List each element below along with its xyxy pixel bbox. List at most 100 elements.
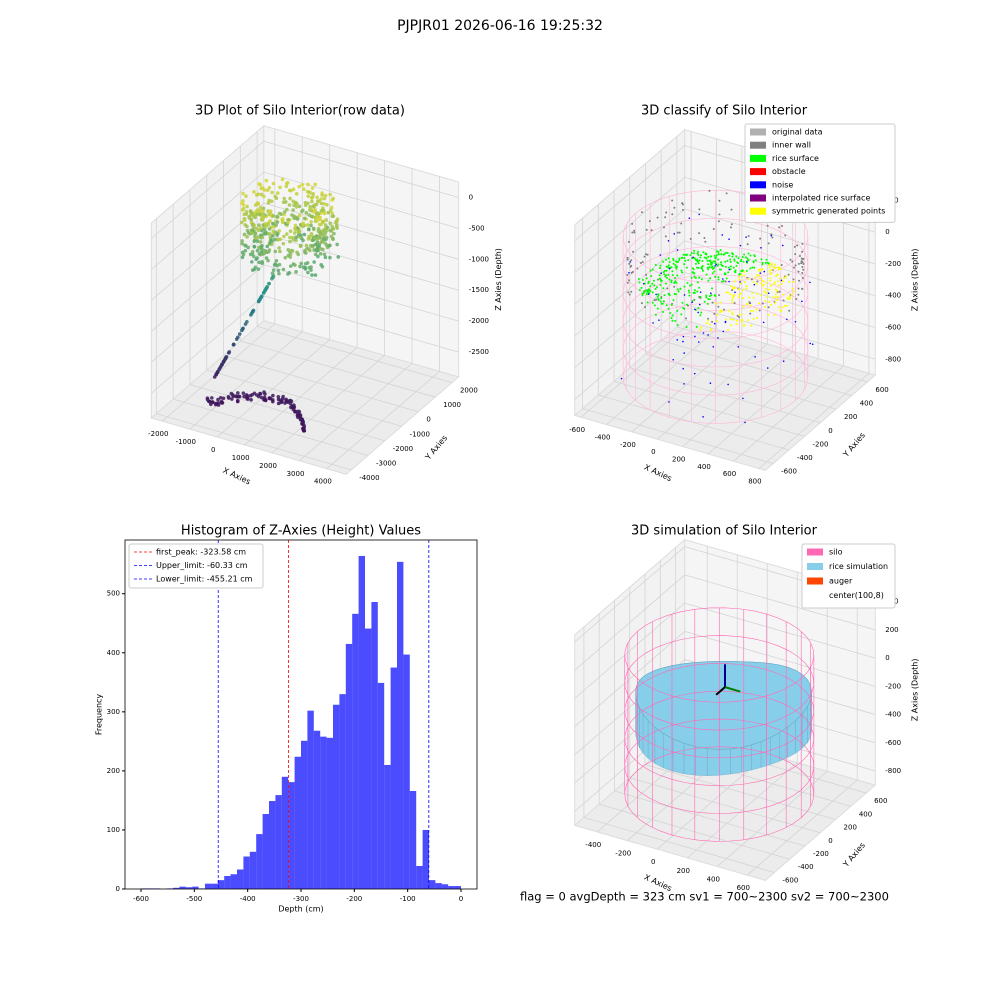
decor-point — [741, 319, 744, 322]
grid-line — [574, 176, 686, 273]
decor-point — [746, 243, 749, 246]
decor-point — [720, 264, 723, 267]
decor-point — [264, 256, 269, 260]
decor-point — [770, 284, 773, 287]
decor-point — [744, 421, 746, 424]
decor-point — [686, 253, 689, 256]
decor-point — [655, 293, 657, 296]
decor-point — [307, 234, 311, 239]
decor-point — [764, 300, 767, 303]
decor-point — [252, 214, 256, 219]
decor-point — [229, 391, 234, 396]
decor-point — [766, 367, 769, 369]
decor-point — [696, 252, 699, 255]
decor-point — [713, 322, 716, 325]
decor-point — [742, 397, 744, 400]
z-tick-label: -1000 — [469, 255, 489, 263]
decor-point — [236, 391, 240, 395]
decor-point — [674, 319, 677, 322]
decor-point — [254, 257, 258, 261]
decor-point — [761, 268, 764, 271]
decor-point — [659, 300, 662, 303]
decor-point — [257, 260, 261, 265]
decor-point — [663, 226, 666, 229]
decor-point — [327, 243, 331, 248]
decor-point — [709, 277, 712, 280]
grid-line — [684, 574, 876, 631]
decor-point — [740, 258, 743, 261]
decor-point — [336, 255, 341, 259]
decor-point — [626, 281, 629, 284]
decor-point — [705, 296, 708, 299]
decor-point — [662, 300, 665, 303]
grid-line — [574, 574, 686, 671]
decor-point — [701, 260, 704, 263]
decor-point — [733, 259, 736, 262]
decor-point — [244, 194, 248, 198]
decor-point — [216, 403, 221, 407]
decor-point — [278, 249, 282, 254]
decor-point — [323, 231, 328, 236]
decor-point — [285, 207, 289, 212]
decor-point — [329, 234, 334, 239]
decor-point — [278, 185, 282, 190]
decor-point — [729, 265, 732, 268]
decor-point — [784, 234, 787, 237]
decor-point — [730, 208, 733, 211]
decor-point — [692, 256, 694, 259]
y-tick-label: 0 — [828, 837, 832, 845]
decor-point — [718, 213, 721, 216]
z-tick-label: -500 — [469, 224, 485, 232]
decor-point — [282, 210, 287, 214]
grid-line — [326, 370, 440, 470]
decor-point — [786, 318, 788, 321]
decor-point — [667, 292, 670, 295]
decor-surface — [730, 747, 742, 775]
decor-point — [711, 287, 714, 290]
decor-point — [218, 366, 222, 370]
decor-point — [800, 262, 803, 265]
decor-point — [267, 227, 272, 231]
decor-point — [668, 294, 671, 297]
decor-point — [631, 231, 634, 234]
decor-point — [703, 236, 706, 239]
decor-point — [680, 222, 683, 225]
decor-point — [754, 356, 756, 358]
bar — [365, 628, 372, 889]
grid-line — [574, 240, 686, 337]
legend-label: symmetric generated points — [772, 207, 885, 216]
decor-point — [738, 316, 741, 319]
decor-point — [319, 201, 324, 206]
decor-point — [715, 254, 718, 257]
decor-point — [734, 291, 736, 294]
decor-point — [272, 237, 277, 242]
decor-point — [659, 264, 662, 267]
decor-point — [263, 213, 267, 217]
decor-point — [685, 303, 688, 306]
decor-point — [309, 223, 313, 228]
decor-point — [650, 275, 653, 278]
decor-point — [727, 266, 730, 269]
decor-point — [738, 276, 741, 279]
decor-point — [707, 255, 710, 258]
decor-point — [789, 297, 792, 300]
decor-point — [684, 259, 687, 262]
decor-point — [773, 283, 776, 286]
decor-point — [698, 232, 701, 235]
decor-point — [253, 203, 258, 207]
decor-point — [324, 218, 328, 222]
decor-point — [627, 240, 630, 243]
decor-point — [294, 205, 299, 209]
decor-point — [721, 310, 724, 313]
decor-point — [670, 281, 673, 284]
decor-point — [645, 273, 648, 276]
decor-point — [694, 335, 696, 338]
decor-point — [797, 293, 800, 296]
decor-point — [659, 284, 662, 287]
decor-point — [644, 305, 647, 308]
decor-point — [674, 260, 677, 263]
decor-point — [325, 203, 329, 207]
decor-point — [725, 192, 728, 195]
decor-point — [749, 312, 752, 315]
grid-line — [151, 171, 265, 270]
